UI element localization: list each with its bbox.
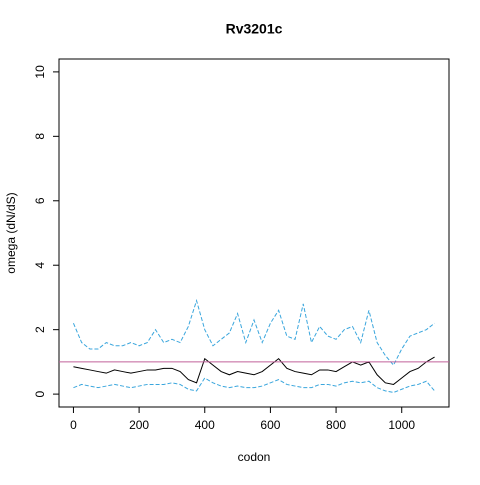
x-tick-label: 800 (326, 418, 346, 432)
x-tick-label: 1000 (388, 418, 415, 432)
y-tick-label: 6 (33, 197, 47, 204)
y-tick-label: 0 (33, 390, 47, 397)
series-line (73, 377, 435, 394)
y-tick-label: 2 (33, 326, 47, 333)
y-tick-label: 10 (33, 65, 47, 79)
y-axis-label: omega (dN/dS) (4, 192, 18, 273)
series-line (72, 298, 435, 367)
series-line (73, 356, 435, 385)
x-tick-label: 400 (195, 418, 215, 432)
x-tick-label: 0 (70, 418, 77, 432)
plot-frame (58, 58, 450, 408)
x-tick-label: 200 (129, 418, 149, 432)
y-tick-label: 4 (33, 262, 47, 269)
x-tick-label: 600 (260, 418, 280, 432)
chart-title: Rv3201c (226, 21, 283, 37)
x-axis-label: codon (238, 450, 271, 464)
y-tick-label: 8 (33, 133, 47, 140)
